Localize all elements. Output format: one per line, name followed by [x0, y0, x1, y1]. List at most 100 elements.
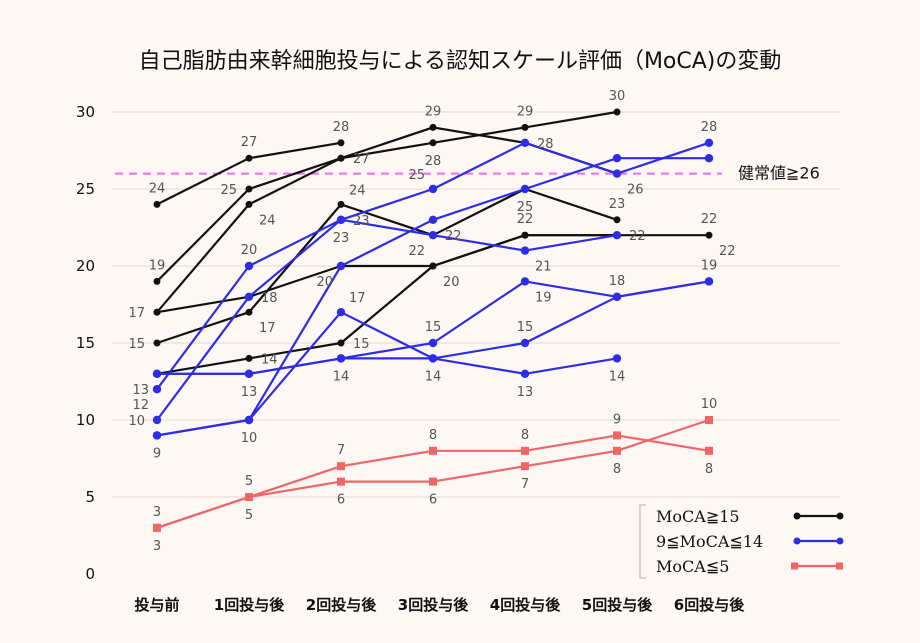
x-tick-label: 5回投与後 — [582, 596, 653, 614]
legend-label: MoCA≧15 — [656, 507, 740, 526]
data-label: 7 — [337, 443, 345, 458]
data-point — [612, 154, 622, 163]
data-label: 23 — [333, 231, 350, 246]
data-point — [337, 200, 345, 208]
data-point — [704, 277, 714, 286]
data-label: 22 — [629, 229, 646, 244]
data-label: 5 — [245, 474, 253, 489]
data-point — [337, 462, 345, 471]
y-tick-label: 20 — [76, 257, 95, 275]
data-point — [520, 277, 530, 286]
data-point — [428, 354, 438, 363]
data-label: 28 — [537, 137, 554, 152]
data-point — [520, 138, 530, 147]
data-point — [612, 354, 622, 363]
data-label: 18 — [261, 291, 278, 306]
x-tick-label: 投与前 — [134, 596, 179, 614]
data-labels: 2419171513121093327252420181714131055282… — [128, 89, 735, 554]
data-point — [520, 338, 530, 348]
data-label: 10 — [128, 414, 145, 429]
grid-lines — [112, 111, 840, 498]
data-label: 13 — [517, 385, 534, 400]
data-label: 8 — [613, 462, 621, 477]
data-point — [428, 338, 438, 348]
data-label: 3 — [153, 539, 161, 554]
data-point — [337, 154, 345, 162]
data-label: 27 — [241, 135, 258, 150]
data-label: 9 — [613, 412, 621, 427]
data-label: 27 — [353, 152, 370, 167]
data-label: 25 — [517, 200, 534, 215]
data-point — [521, 123, 529, 131]
data-label: 30 — [609, 89, 626, 104]
data-point — [428, 231, 438, 240]
data-label: 6 — [429, 493, 437, 508]
data-label: 3 — [153, 505, 161, 520]
data-point — [705, 416, 713, 424]
legend-marker — [836, 562, 843, 570]
data-point — [153, 339, 161, 347]
data-label: 18 — [609, 274, 626, 289]
series-markers — [152, 108, 714, 532]
data-point — [245, 200, 253, 208]
data-point — [153, 523, 161, 532]
y-tick-label: 5 — [85, 488, 95, 506]
data-label: 12 — [132, 398, 149, 413]
data-label: 17 — [259, 321, 276, 336]
data-label: 25 — [220, 183, 237, 198]
data-label: 23 — [353, 214, 370, 229]
data-point — [429, 123, 437, 131]
x-tick-label: 3回投与後 — [398, 596, 469, 614]
data-point — [612, 231, 622, 240]
data-label: 10 — [701, 397, 718, 412]
data-label: 24 — [259, 213, 276, 228]
data-point — [245, 154, 253, 162]
data-label: 8 — [705, 462, 713, 477]
data-point — [520, 369, 530, 378]
data-label: 6 — [337, 493, 345, 508]
data-label: 14 — [261, 352, 278, 367]
legend-marker — [793, 512, 801, 520]
data-label: 26 — [627, 183, 644, 198]
data-label: 22 — [701, 212, 718, 227]
data-point — [336, 261, 346, 271]
data-point — [244, 369, 254, 378]
legend-marker — [791, 562, 798, 570]
data-label: 9 — [153, 446, 161, 461]
data-label: 7 — [521, 477, 529, 492]
data-label: 19 — [149, 258, 166, 273]
chart-title: 自己脂肪由来幹細胞投与による認知スケール評価（MoCA)の変動 — [139, 49, 782, 74]
data-label: 20 — [443, 275, 460, 290]
data-point — [245, 493, 253, 501]
data-point — [428, 215, 438, 224]
x-tick-label: 6回投与後 — [674, 596, 745, 614]
data-label: 15 — [517, 320, 534, 335]
data-label: 5 — [245, 508, 253, 523]
data-point — [521, 446, 529, 455]
data-point — [152, 385, 162, 394]
y-axis-ticks: 0 5 10 15 20 25 30 — [76, 103, 95, 583]
data-label: 19 — [701, 258, 718, 273]
x-tick-label: 2回投与後 — [306, 596, 377, 614]
data-point — [153, 277, 161, 285]
data-label: 21 — [535, 260, 552, 275]
data-label: 29 — [517, 104, 534, 119]
data-label: 25 — [408, 168, 425, 183]
data-point — [336, 215, 346, 224]
data-point — [613, 108, 621, 116]
series-line — [157, 357, 618, 375]
data-point — [244, 292, 254, 301]
data-label: 14 — [609, 369, 626, 384]
series-line — [156, 234, 617, 375]
y-tick-label: 10 — [76, 411, 95, 429]
legend-label: 9≦MoCA≦14 — [656, 532, 763, 551]
data-label: 13 — [132, 383, 149, 398]
legend-label: MoCA≦5 — [656, 557, 729, 576]
x-tick-label: 1回投与後 — [214, 596, 285, 614]
data-point — [429, 477, 437, 486]
data-point — [612, 292, 622, 301]
data-label: 24 — [349, 183, 366, 198]
legend-marker — [836, 512, 844, 520]
data-point — [520, 184, 530, 194]
